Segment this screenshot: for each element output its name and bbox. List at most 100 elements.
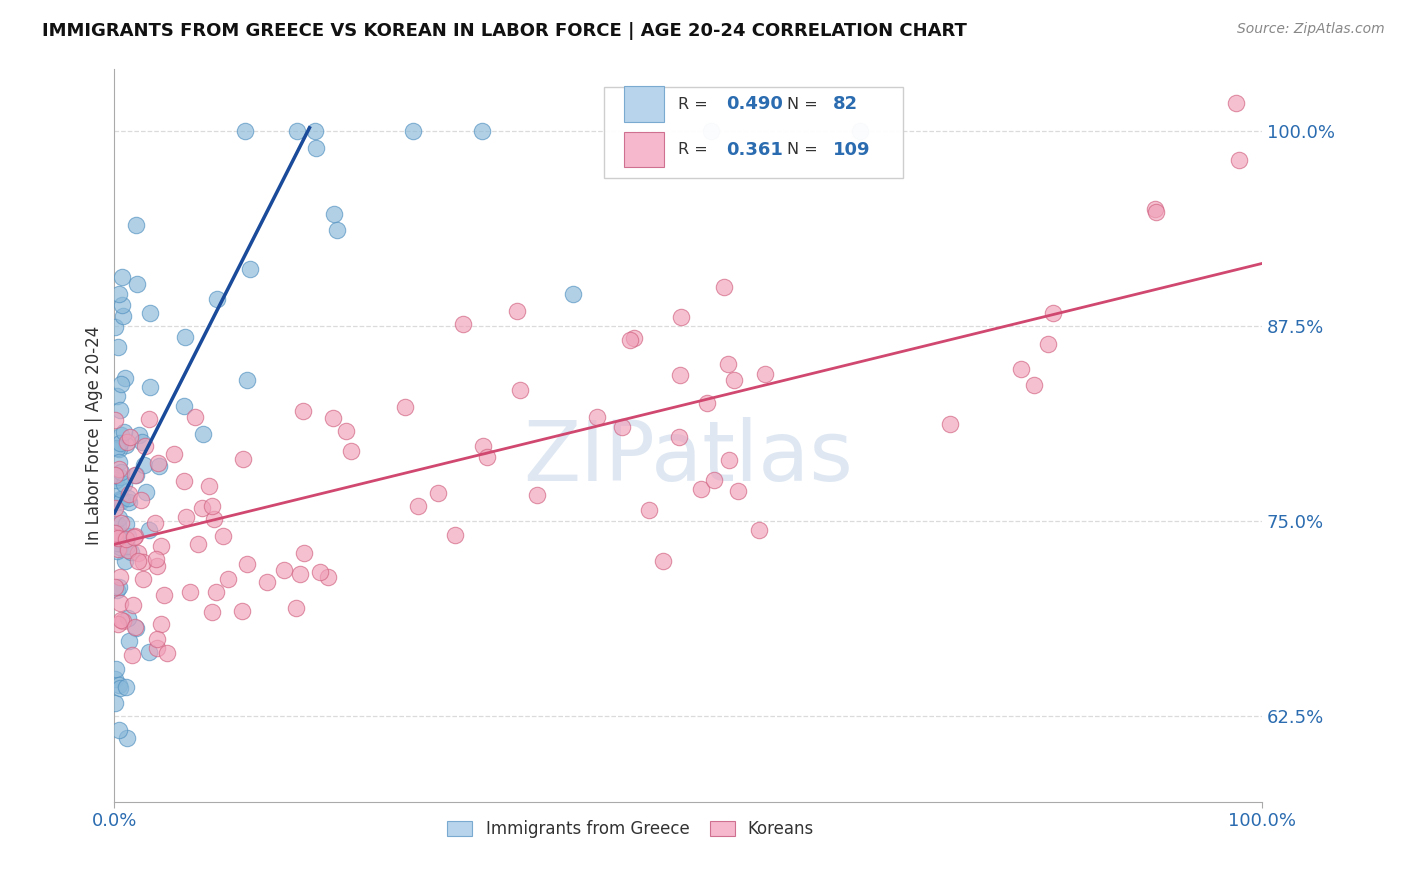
Point — [108, 540, 131, 554]
Point — [135, 485, 157, 500]
Point — [107, 340, 129, 354]
Point — [700, 124, 723, 138]
Point — [108, 596, 131, 610]
Legend: Immigrants from Greece, Koreans: Immigrants from Greece, Koreans — [440, 814, 821, 845]
Point — [668, 430, 690, 444]
Point — [110, 516, 132, 530]
Point — [110, 570, 132, 584]
Point — [115, 532, 138, 546]
Point — [104, 662, 127, 676]
Point — [112, 476, 135, 491]
Point — [748, 524, 770, 538]
FancyBboxPatch shape — [605, 87, 903, 178]
Point — [138, 523, 160, 537]
Point — [108, 442, 131, 457]
Point — [526, 488, 548, 502]
Point — [111, 615, 134, 629]
Point — [122, 598, 145, 612]
Point — [121, 648, 143, 662]
Point — [124, 529, 146, 543]
Point — [115, 680, 138, 694]
Point — [134, 439, 156, 453]
Point — [304, 124, 326, 138]
Point — [148, 458, 170, 473]
Point — [117, 543, 139, 558]
Point — [236, 373, 259, 387]
Point — [218, 572, 240, 586]
Point — [444, 528, 467, 542]
Point — [104, 533, 127, 548]
Point — [713, 279, 735, 293]
Point — [117, 529, 139, 543]
Point — [108, 287, 131, 301]
Point — [184, 410, 207, 425]
Point — [125, 467, 148, 482]
Point — [723, 373, 745, 387]
Bar — [624, 87, 664, 121]
Point — [201, 500, 224, 514]
Point — [145, 516, 167, 530]
Point — [108, 462, 131, 476]
Point — [585, 410, 607, 425]
Point — [754, 367, 776, 381]
Point — [108, 454, 131, 468]
Point — [111, 298, 134, 312]
Point — [668, 368, 690, 382]
Point — [124, 467, 146, 482]
Point — [238, 262, 260, 277]
Point — [176, 510, 198, 524]
Point — [108, 403, 131, 417]
Point — [1042, 306, 1064, 320]
Point — [394, 400, 416, 414]
Point — [849, 124, 872, 138]
Point — [146, 641, 169, 656]
Point — [105, 473, 128, 487]
Point — [104, 320, 127, 334]
Text: IMMIGRANTS FROM GREECE VS KOREAN IN LABOR FORCE | AGE 20-24 CORRELATION CHART: IMMIGRANTS FROM GREECE VS KOREAN IN LABO… — [42, 22, 967, 40]
Point — [114, 554, 136, 568]
Point — [1036, 336, 1059, 351]
Point — [115, 517, 138, 532]
Y-axis label: In Labor Force | Age 20-24: In Labor Force | Age 20-24 — [86, 326, 103, 545]
Point — [285, 124, 308, 138]
Point — [406, 499, 429, 513]
Point — [132, 458, 155, 472]
Point — [288, 567, 311, 582]
Point — [117, 434, 139, 449]
Point — [1227, 153, 1250, 167]
Point — [117, 487, 139, 501]
Point — [107, 616, 129, 631]
Point — [138, 412, 160, 426]
Point — [120, 430, 142, 444]
Point — [124, 620, 146, 634]
Text: ZIPatlas: ZIPatlas — [523, 417, 853, 498]
Point — [104, 501, 127, 516]
Point — [107, 526, 129, 541]
Point — [107, 723, 129, 738]
Point — [125, 218, 148, 232]
Point — [105, 389, 128, 403]
Point — [235, 557, 257, 571]
Point — [107, 580, 129, 594]
Point — [110, 493, 132, 508]
Text: N =: N = — [787, 143, 817, 157]
Point — [727, 484, 749, 499]
Point — [110, 435, 132, 450]
Point — [104, 468, 127, 483]
Point — [427, 486, 450, 500]
Point — [233, 124, 256, 138]
Point — [127, 546, 149, 560]
Point — [505, 303, 527, 318]
Point — [509, 383, 531, 397]
Point — [335, 424, 357, 438]
Point — [153, 589, 176, 603]
Text: Source: ZipAtlas.com: Source: ZipAtlas.com — [1237, 22, 1385, 37]
Point — [108, 491, 131, 506]
Point — [305, 140, 328, 154]
Point — [204, 584, 226, 599]
Point — [107, 678, 129, 692]
Text: 82: 82 — [832, 95, 858, 113]
Point — [696, 395, 718, 409]
Point — [619, 333, 641, 347]
Point — [292, 546, 315, 560]
